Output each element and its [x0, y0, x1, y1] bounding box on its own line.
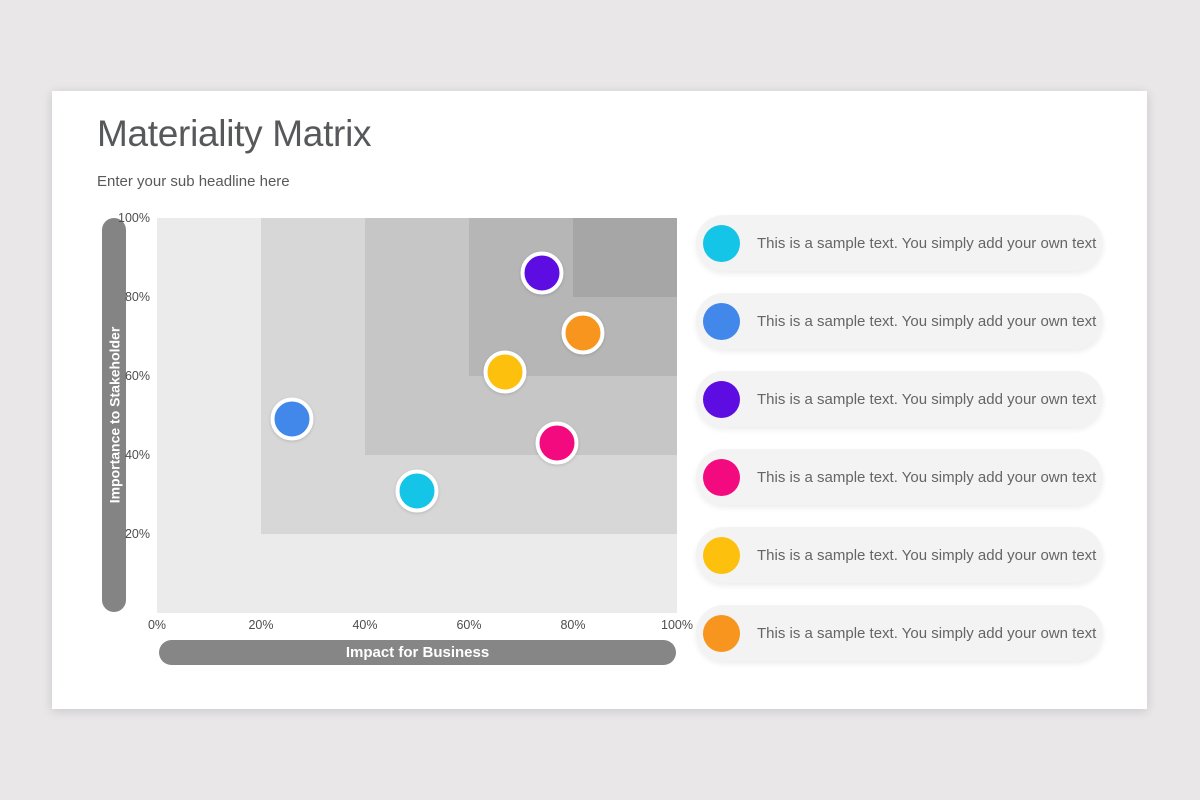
y-axis-label-pill: Importance to Stakeholder	[102, 218, 126, 612]
orange-point[interactable]	[561, 311, 605, 355]
legend-item-text: This is a sample text. You simply add yo…	[757, 390, 1097, 408]
x-tick-label: 100%	[661, 618, 693, 632]
legend-item-cyan[interactable]: This is a sample text. You simply add yo…	[696, 215, 1103, 271]
blue-legend-dot-icon	[703, 302, 740, 340]
legend: This is a sample text. You simply add yo…	[696, 91, 1103, 709]
orange-legend-dot-icon	[703, 614, 740, 652]
x-tick-label: 20%	[248, 618, 274, 632]
cyan-legend-dot-icon	[703, 224, 740, 262]
y-tick-label: 40%	[124, 448, 150, 462]
y-axis-ticks: 100% 80% 60% 40% 20%	[110, 211, 150, 613]
legend-item-text: This is a sample text. You simply add yo…	[757, 624, 1097, 642]
purple-legend-dot-icon	[703, 380, 740, 418]
x-tick-label: 60%	[456, 618, 482, 632]
pink-point[interactable]	[535, 421, 579, 465]
y-tick-label: 60%	[124, 369, 150, 383]
x-tick-label: 0%	[147, 618, 167, 632]
legend-item-orange[interactable]: This is a sample text. You simply add yo…	[696, 605, 1103, 661]
x-axis-label-pill: Impact for Business	[159, 640, 676, 665]
legend-item-yellow[interactable]: This is a sample text. You simply add yo…	[696, 527, 1103, 583]
legend-item-purple[interactable]: This is a sample text. You simply add yo…	[696, 371, 1103, 427]
plot-area	[157, 218, 677, 613]
yellow-point[interactable]	[483, 350, 527, 394]
y-tick-label: 80%	[124, 290, 150, 304]
y-tick-label: 20%	[124, 527, 150, 541]
yellow-legend-dot-icon	[703, 536, 740, 574]
x-axis-title: Impact for Business	[345, 644, 490, 661]
legend-item-blue[interactable]: This is a sample text. You simply add yo…	[696, 293, 1103, 349]
purple-point[interactable]	[520, 251, 564, 295]
x-axis-ticks: 0% 20% 40% 60% 80% 100%	[148, 618, 693, 634]
cyan-point[interactable]	[395, 469, 439, 513]
slide: Materiality Matrix Enter your sub headli…	[52, 91, 1147, 709]
legend-item-pink[interactable]: This is a sample text. You simply add yo…	[696, 449, 1103, 505]
legend-item-text: This is a sample text. You simply add yo…	[757, 546, 1097, 564]
pink-legend-dot-icon	[703, 458, 740, 496]
blue-point[interactable]	[270, 397, 314, 441]
legend-item-text: This is a sample text. You simply add yo…	[757, 468, 1097, 486]
quadrant-layer-5	[573, 218, 677, 297]
legend-item-text: This is a sample text. You simply add yo…	[757, 234, 1097, 252]
page-title: Materiality Matrix	[97, 113, 372, 154]
page-subtitle: Enter your sub headline here	[97, 173, 290, 190]
x-tick-label: 80%	[560, 618, 586, 632]
x-tick-label: 40%	[352, 618, 378, 632]
legend-item-text: This is a sample text. You simply add yo…	[757, 312, 1097, 330]
y-tick-label: 100%	[118, 211, 150, 225]
